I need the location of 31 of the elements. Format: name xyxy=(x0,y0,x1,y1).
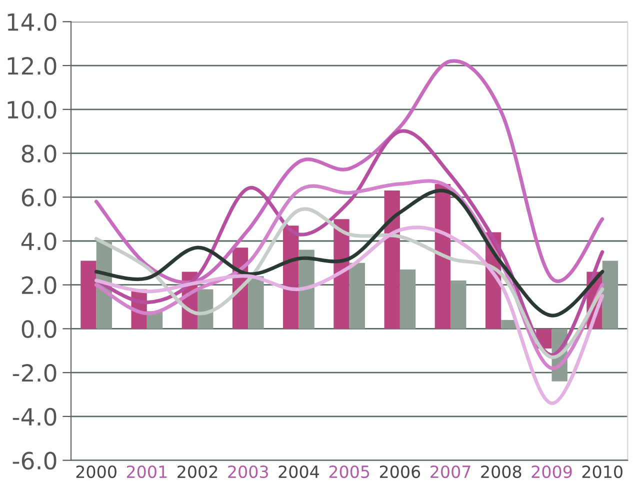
x-tick-label: 2003 xyxy=(228,465,268,478)
y-tick-label: 14.0 xyxy=(8,13,56,31)
bar xyxy=(349,262,366,329)
line-series xyxy=(94,208,604,360)
y-tick-label: 10.0 xyxy=(8,100,56,119)
bar xyxy=(298,250,314,329)
bar xyxy=(450,280,466,329)
x-tick-label: 2007 xyxy=(430,465,470,478)
y-tick-label: -2.0 xyxy=(12,364,56,382)
y-tick-label: 6.0 xyxy=(22,188,56,206)
y-tick-label: 4.0 xyxy=(21,232,56,250)
x-tick-label: 2002 xyxy=(178,465,218,478)
y-tick-label: 12.0 xyxy=(8,57,56,75)
y-tick-label: 2.0 xyxy=(22,276,56,294)
y-tick-label: 0.0 xyxy=(22,320,56,338)
x-tick-label: 2006 xyxy=(380,465,420,478)
x-tick-label: 2001 xyxy=(126,465,167,478)
bar xyxy=(248,276,264,329)
bar xyxy=(384,190,400,329)
x-tick-label: 2009 xyxy=(532,465,572,478)
x-tick-label: 2010 xyxy=(582,465,622,478)
bar xyxy=(80,260,96,329)
x-tick-label: 2004 xyxy=(278,465,319,478)
bar xyxy=(602,260,618,329)
y-tick-label: 8.0 xyxy=(22,144,56,163)
x-tick-label: 2000 xyxy=(76,465,116,478)
x-tick-label: 2008 xyxy=(481,465,522,478)
x-tick-label: 2005 xyxy=(329,465,370,478)
y-tick-label: -6.0 xyxy=(12,452,56,470)
y-tick-label: -4.0 xyxy=(12,408,56,426)
bar xyxy=(400,270,416,329)
